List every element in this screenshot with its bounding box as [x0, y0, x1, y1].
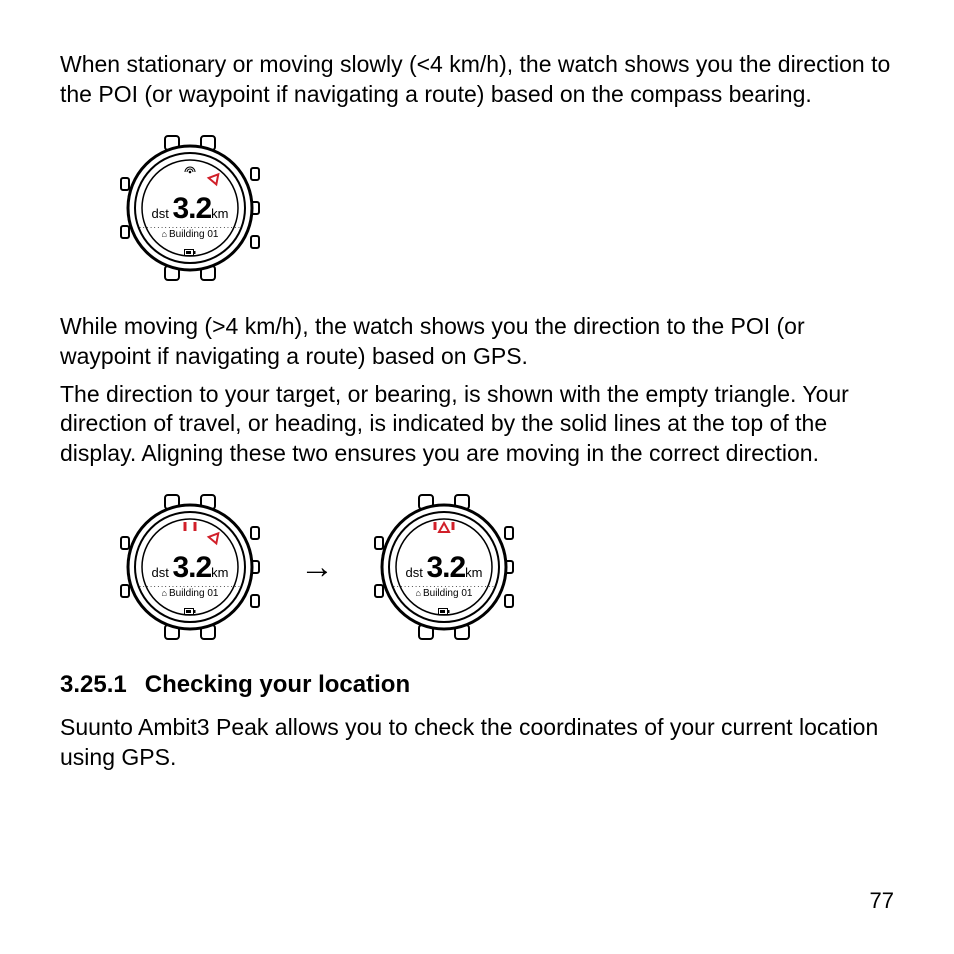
- paragraph-4: Suunto Ambit3 Peak allows you to check t…: [60, 713, 894, 773]
- figure-row-1: dst 3.2km ···························· ⌂…: [110, 128, 894, 288]
- battery-icon: [110, 243, 270, 261]
- heading-text: Checking your location: [145, 671, 410, 698]
- house-icon: ⌂: [416, 588, 421, 598]
- dst-label: dst: [151, 206, 172, 221]
- dst-unit: km: [211, 565, 228, 580]
- heading-number: 3.25.1: [60, 671, 127, 698]
- dst-label: dst: [151, 565, 172, 580]
- dst-value: 3.2: [172, 551, 211, 584]
- watch-distance: dst 3.2km: [364, 551, 524, 585]
- watch-building: ⌂Building 01: [364, 588, 524, 599]
- figure-row-2: dst 3.2km ···························· ⌂…: [110, 487, 894, 647]
- watch-building: ⌂Building 01: [110, 229, 270, 240]
- page-number: 77: [870, 888, 894, 914]
- watch-gps-misaligned: dst 3.2km ···························· ⌂…: [110, 487, 270, 647]
- section-heading: 3.25.1 Checking your location: [60, 671, 894, 699]
- paragraph-2: While moving (>4 km/h), the watch shows …: [60, 312, 894, 372]
- arrow-icon: →: [300, 548, 334, 587]
- watch-distance: dst 3.2km: [110, 192, 270, 226]
- paragraph-3: The direction to your target, or bearing…: [60, 380, 894, 470]
- battery-icon: [110, 602, 270, 620]
- watch-distance: dst 3.2km: [110, 551, 270, 585]
- paragraph-1: When stationary or moving slowly (<4 km/…: [60, 50, 894, 110]
- dst-unit: km: [211, 206, 228, 221]
- dst-unit: km: [465, 565, 482, 580]
- watch-building: ⌂Building 01: [110, 588, 270, 599]
- building-label: Building 01: [169, 588, 218, 599]
- watch-gps-aligned: dst 3.2km ···························· ⌂…: [364, 487, 524, 647]
- dst-value: 3.2: [426, 551, 465, 584]
- dst-label: dst: [405, 565, 426, 580]
- building-label: Building 01: [169, 229, 218, 240]
- house-icon: ⌂: [162, 588, 167, 598]
- building-label: Building 01: [423, 588, 472, 599]
- watch-compass: dst 3.2km ···························· ⌂…: [110, 128, 270, 288]
- dst-value: 3.2: [172, 192, 211, 225]
- house-icon: ⌂: [162, 229, 167, 239]
- battery-icon: [364, 602, 524, 620]
